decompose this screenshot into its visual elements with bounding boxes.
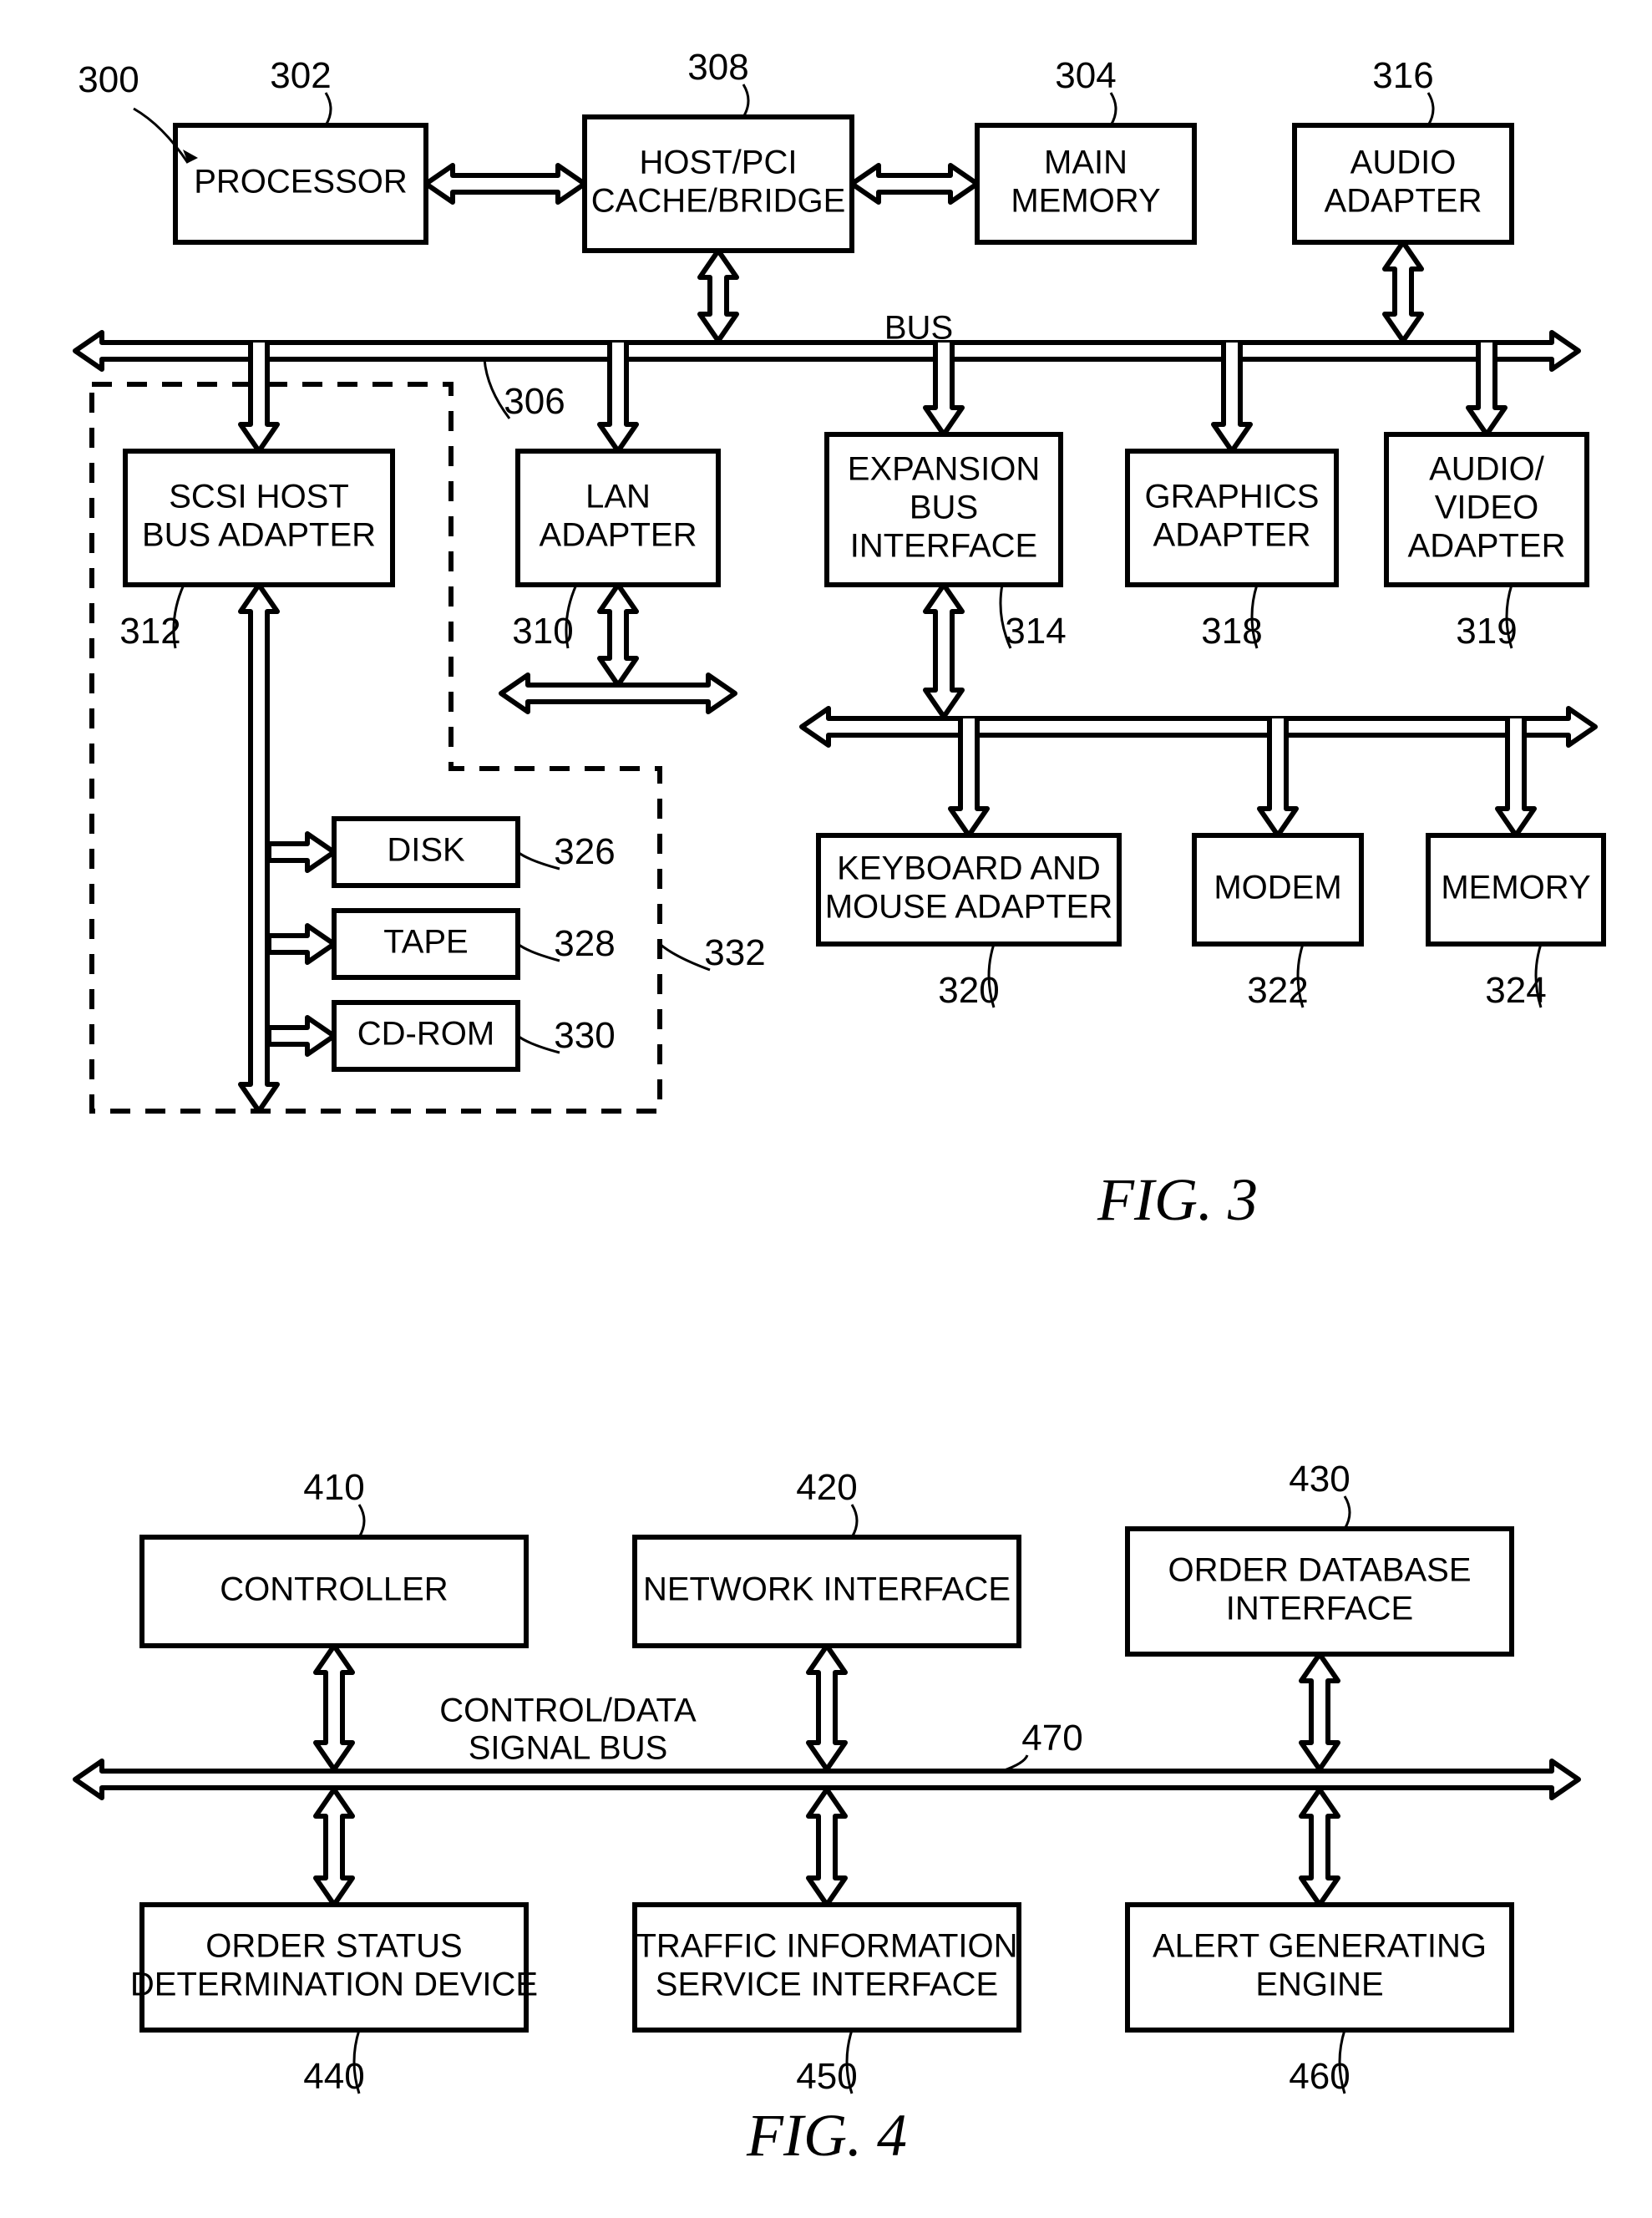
fig3-drop-kb-seam [963, 718, 975, 735]
fig4-box-orderdb-label: ORDER DATABASE [1168, 1552, 1471, 1589]
fig3-box-mainmem-label: MAIN [1044, 145, 1128, 181]
fig3-box-mainmem-label: MEMORY [1011, 183, 1160, 220]
fig4-box-netif-label: NETWORK INTERFACE [643, 1571, 1011, 1608]
fig3-box-mainmem-ref: 304 [1055, 55, 1116, 96]
fig3-box-cdrom-ref: 330 [554, 1015, 615, 1056]
fig3-box-avadp-label: AUDIO/ [1429, 451, 1545, 488]
fig4-arrow-netif-bus [808, 1646, 845, 1769]
fig4-box-controller-label: CONTROLLER [220, 1571, 448, 1608]
fig3-arrow-audio-bus [1385, 242, 1421, 341]
fig4-box-controller-ref: 410 [303, 1467, 364, 1508]
fig3-bus-ref: 306 [504, 381, 565, 422]
fig4-box-traffic-label: SERVICE INTERFACE [656, 1967, 998, 2003]
fig3-box-hostpci-label: HOST/PCI [640, 145, 798, 181]
fig3-box-graphics-label: GRAPHICS [1145, 479, 1320, 515]
fig3-box-processor-ref: 302 [270, 55, 331, 96]
fig3-box-hostpci-ref-lead [743, 84, 748, 117]
fig3-drop-lan-seam [612, 343, 624, 359]
fig3-box-audioadp-ref: 316 [1372, 55, 1433, 96]
fig3-box-processor-ref-lead [326, 93, 331, 125]
fig4-bus-label-2: SIGNAL BUS [469, 1730, 668, 1767]
fig3-box-expbus-label: BUS [910, 490, 978, 526]
fig4-box-alert-label: ENGINE [1255, 1967, 1383, 2003]
fig3-ref-300-swoosh [134, 109, 188, 163]
fig3-box-kbmouse-label: KEYBOARD AND [837, 850, 1101, 887]
fig3-scsi-to-tape [269, 926, 334, 962]
fig3-drop-memory-seam [1510, 718, 1522, 735]
fig4-box-alert-label: ALERT GENERATING [1153, 1928, 1487, 1965]
fig3-box-cdrom-label: CD-ROM [357, 1016, 494, 1053]
fig3-box-expbus-ref: 314 [1005, 611, 1066, 652]
fig3-box-audioadp-label: ADAPTER [1325, 183, 1482, 220]
fig4-arrow-orderdb-bus [1301, 1654, 1338, 1769]
fig4-box-netif-ref-lead [852, 1505, 857, 1537]
fig3-drop-av-seam [1481, 343, 1492, 359]
fig3-main-bus [75, 332, 1579, 369]
fig3-drop-modem-seam [1272, 718, 1284, 735]
fig3-scsi-to-cdrom [269, 1018, 334, 1054]
fig4-box-controller-ref-lead [359, 1505, 364, 1537]
fig3-dashed-ref-lead [660, 944, 710, 970]
fig3-arrow-hostpci-mem [852, 165, 977, 202]
fig4-bus-ref: 470 [1021, 1718, 1082, 1759]
fig3-box-audioadp-ref-lead [1428, 93, 1433, 125]
fig3-sub-bus [802, 708, 1595, 745]
fig3-box-lan-ref: 310 [512, 611, 573, 652]
fig4-bus-label-1: CONTROL/DATA [439, 1693, 697, 1729]
fig3-lan-ext-v [600, 585, 636, 685]
fig3-drop-scsi-seam [253, 343, 265, 359]
fig3-box-hostpci-label: CACHE/BRIDGE [591, 183, 846, 220]
fig3-arrow-proc-hostpci [426, 165, 585, 202]
fig3-box-avadp-label: ADAPTER [1408, 528, 1566, 565]
fig3-box-avadp-label: VIDEO [1435, 490, 1538, 526]
fig3-box-scsi-label: BUS ADAPTER [142, 517, 376, 554]
fig3-scsi-to-disk [269, 834, 334, 870]
fig3-box-disk-ref: 326 [554, 831, 615, 872]
fig4-box-netif-ref: 420 [796, 1467, 857, 1508]
fig3-box-kbmouse-label: MOUSE ADAPTER [825, 889, 1113, 926]
fig3-box-processor-label: PROCESSOR [194, 164, 408, 200]
fig3-box-hostpci-ref: 308 [687, 47, 748, 88]
fig3-box-expbus-label: EXPANSION [848, 451, 1040, 488]
fig3-box-modem-label: MODEM [1214, 870, 1341, 906]
fig3-box-lan-label: ADAPTER [540, 517, 697, 554]
fig3-expbus-subbus [925, 585, 962, 717]
fig4-arrow-controller-bus [316, 1646, 352, 1769]
fig4-box-orderdb-ref: 430 [1289, 1459, 1350, 1500]
fig4-arrow-bus-alert [1301, 1789, 1338, 1905]
fig3-box-tape-label: TAPE [383, 924, 469, 961]
fig3-drop-expbus-seam [938, 343, 950, 359]
fig3-box-memory-label: MEMORY [1441, 870, 1590, 906]
fig3-box-disk-label: DISK [387, 832, 465, 869]
fig3-ref-300: 300 [78, 59, 139, 100]
fig3-box-audioadp-label: AUDIO [1350, 145, 1457, 181]
fig3-box-tape-ref: 328 [554, 923, 615, 964]
fig3-title: FIG. 3 [1097, 1166, 1258, 1233]
fig3-box-mainmem-ref-lead [1111, 93, 1116, 125]
fig4-arrow-bus-traffic [808, 1789, 845, 1905]
fig4-box-orderstatus-label: ORDER STATUS [205, 1928, 462, 1965]
fig4-box-orderdb-ref-lead [1345, 1496, 1350, 1529]
fig3-dashed-ref: 332 [704, 932, 765, 973]
fig4-box-traffic-label: TRAFFIC INFORMATION [636, 1928, 1018, 1965]
fig3-box-scsi-label: SCSI HOST [169, 479, 349, 515]
fig3-drop-graphics-seam [1226, 343, 1238, 359]
fig3-box-scsi-ref: 312 [119, 611, 180, 652]
fig4-box-orderdb-label: INTERFACE [1226, 1591, 1413, 1627]
fig3-arrow-hostpci-bus [700, 251, 737, 341]
fig4-title: FIG. 4 [746, 2102, 907, 2169]
fig3-box-graphics-label: ADAPTER [1153, 517, 1311, 554]
fig4-box-orderstatus-label: DETERMINATION DEVICE [130, 1967, 538, 2003]
fig3-box-expbus-label: INTERFACE [850, 528, 1037, 565]
fig4-arrow-bus-orderstatus [316, 1789, 352, 1905]
fig3-box-lan-label: LAN [585, 479, 651, 515]
